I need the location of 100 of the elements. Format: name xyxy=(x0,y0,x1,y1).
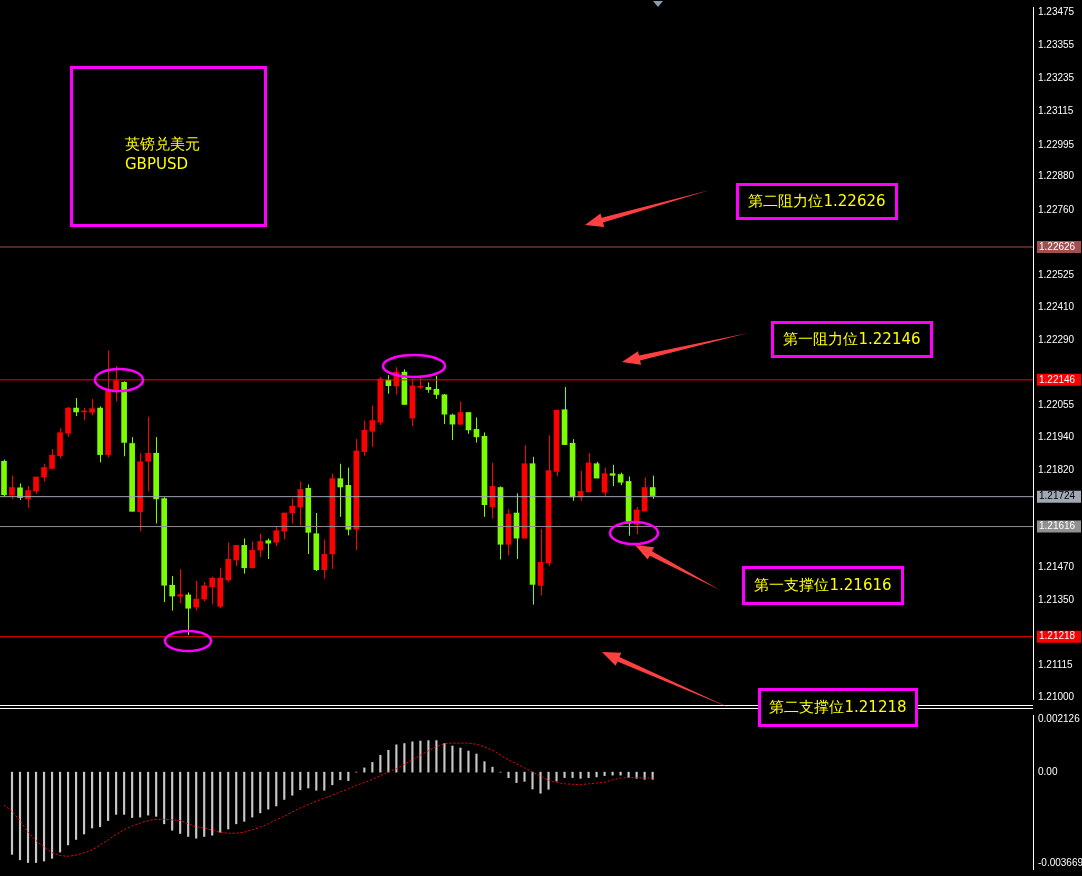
bar xyxy=(347,771,350,781)
candlestick xyxy=(257,533,264,558)
bar xyxy=(443,743,446,773)
bar xyxy=(219,771,222,833)
y-tick-label: 1.22760 xyxy=(1038,203,1075,215)
bar xyxy=(475,753,478,773)
bar xyxy=(547,771,550,790)
ref-line-label: 1.22146 xyxy=(1039,373,1076,385)
bar xyxy=(203,771,206,837)
bar xyxy=(171,771,174,831)
candlestick xyxy=(145,416,151,492)
bar xyxy=(315,771,318,791)
bar xyxy=(42,771,46,862)
bar xyxy=(523,771,526,782)
bar xyxy=(179,771,182,834)
bar xyxy=(299,771,302,791)
candlestick xyxy=(601,467,608,497)
bar xyxy=(26,771,30,863)
bar xyxy=(235,771,238,825)
bar xyxy=(267,771,270,810)
bar xyxy=(227,771,230,830)
candlestick xyxy=(609,464,616,487)
candlestick xyxy=(193,580,200,611)
bar xyxy=(123,771,126,815)
candlestick xyxy=(265,537,272,560)
y-tick-label: 1.22880 xyxy=(1038,170,1075,182)
annotation: 第一阻力位1.22146 xyxy=(783,330,921,349)
bar xyxy=(371,762,374,773)
bar xyxy=(66,771,70,846)
bar xyxy=(74,771,78,840)
bar xyxy=(91,771,94,829)
y-tick-label: 1.23115 xyxy=(1038,105,1074,117)
y-tick-label: 1.23355 xyxy=(1038,38,1075,50)
bar xyxy=(555,771,558,782)
ref-line-label: 1.21724 xyxy=(1039,490,1076,502)
bar xyxy=(507,771,510,778)
bar xyxy=(155,771,158,817)
bar xyxy=(291,771,294,796)
bar xyxy=(459,747,462,773)
bar xyxy=(451,745,454,773)
ref-line-label: 1.21218 xyxy=(1039,630,1076,642)
y-tick-label: 1.22290 xyxy=(1038,333,1075,345)
bar xyxy=(395,744,398,773)
bar xyxy=(579,771,582,779)
candlestick xyxy=(337,463,344,518)
candlestick xyxy=(241,537,248,575)
candlestick xyxy=(57,427,63,459)
bar xyxy=(211,771,214,836)
annotation: 第二阻力位1.22626 xyxy=(748,192,886,211)
y-tick-label: 1.23235 xyxy=(1038,72,1075,84)
bar xyxy=(99,771,102,828)
candlestick xyxy=(225,542,232,583)
candlestick xyxy=(297,480,304,527)
bar xyxy=(531,771,534,790)
candlestick xyxy=(281,512,288,540)
y-tick-label: 1.22055 xyxy=(1038,398,1075,410)
bar xyxy=(331,771,334,786)
ref-line-label: 1.21616 xyxy=(1039,520,1076,532)
bar xyxy=(83,771,86,835)
y-tick-label: 1.21350 xyxy=(1038,593,1075,605)
candlestick xyxy=(9,475,15,500)
bar xyxy=(539,771,542,794)
bar xyxy=(243,771,246,822)
bar xyxy=(283,771,286,800)
candlestick xyxy=(321,539,328,580)
y-tick-label: 1.21940 xyxy=(1038,430,1075,442)
bar xyxy=(58,771,62,853)
bar xyxy=(115,771,118,815)
ref-line-label: 1.22626 xyxy=(1039,240,1076,252)
y-tick-label: 1.21115 xyxy=(1038,658,1074,670)
bar xyxy=(131,771,134,818)
candlestick xyxy=(49,448,55,469)
bar xyxy=(163,771,166,825)
candlestick xyxy=(209,576,216,605)
candlestick xyxy=(369,405,376,448)
bar xyxy=(467,750,470,773)
annotation: 第一支撑位1.21616 xyxy=(754,576,892,595)
bar xyxy=(195,771,198,839)
bar xyxy=(435,740,438,773)
bar xyxy=(587,771,590,778)
bar xyxy=(18,771,22,861)
y-tick-label: 1.21000 xyxy=(1038,690,1075,702)
line-series xyxy=(3,742,654,857)
text: 英镑兑美元 xyxy=(125,135,200,154)
bar xyxy=(411,741,414,773)
bar xyxy=(251,771,254,818)
text: GBPUSD xyxy=(125,155,189,173)
y-tick-label: 1.21820 xyxy=(1038,463,1075,475)
y-tick-label: 1.21470 xyxy=(1038,560,1075,572)
candlestick xyxy=(289,497,296,525)
candlestick xyxy=(185,591,192,636)
bar xyxy=(323,771,326,791)
y-tick-label: 0.002126 xyxy=(1038,713,1081,725)
y-tick-label: 1.22525 xyxy=(1038,268,1075,280)
y-tick-label: 0.00 xyxy=(1038,765,1058,777)
bar xyxy=(515,771,518,783)
bar xyxy=(571,771,574,778)
y-tick-label: 1.23475 xyxy=(1038,5,1075,17)
candlestick xyxy=(169,575,175,612)
y-tick-label: -0.003669 xyxy=(1038,857,1082,869)
